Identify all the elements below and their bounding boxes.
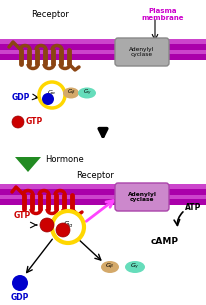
FancyBboxPatch shape [115, 38, 169, 66]
Text: $G_{\gamma}$: $G_{\gamma}$ [83, 88, 91, 98]
Text: ATP: ATP [185, 203, 201, 211]
Text: GTP: GTP [14, 210, 31, 220]
Bar [0, 184, 206, 201]
Text: $G_{\alpha}$: $G_{\alpha}$ [63, 220, 73, 230]
Text: $G_{\alpha}$: $G_{\alpha}$ [47, 88, 57, 98]
Circle shape [56, 223, 70, 237]
Bar [0, 189, 206, 195]
Text: Plasma
membrane: Plasma membrane [142, 8, 184, 21]
Text: Hormone: Hormone [45, 155, 84, 163]
Bar [0, 199, 206, 205]
Circle shape [42, 93, 54, 105]
Bar [0, 54, 206, 60]
Polygon shape [15, 157, 41, 172]
Text: $G_{\gamma}$: $G_{\gamma}$ [130, 262, 140, 272]
Ellipse shape [78, 88, 96, 99]
Circle shape [12, 275, 28, 291]
Circle shape [39, 82, 65, 108]
Text: Adenylyl
cyclase: Adenylyl cyclase [129, 47, 155, 57]
Text: $G_{\beta}$: $G_{\beta}$ [67, 88, 75, 98]
Ellipse shape [125, 261, 145, 273]
Text: Adenylyl
cyclase: Adenylyl cyclase [128, 192, 157, 203]
Bar [0, 39, 206, 56]
Text: cAMP: cAMP [151, 237, 179, 246]
FancyBboxPatch shape [115, 183, 169, 211]
Text: $G_{\beta}$: $G_{\beta}$ [105, 262, 115, 272]
Text: GDP: GDP [11, 293, 29, 302]
Circle shape [12, 116, 24, 128]
Text: Receptor: Receptor [31, 10, 69, 19]
Ellipse shape [63, 88, 79, 99]
Circle shape [40, 218, 54, 232]
Text: GTP: GTP [26, 117, 43, 127]
Text: Receptor: Receptor [76, 170, 114, 180]
Text: GDP: GDP [12, 92, 30, 102]
Bar [0, 44, 206, 50]
Ellipse shape [101, 261, 119, 273]
Circle shape [52, 211, 84, 243]
